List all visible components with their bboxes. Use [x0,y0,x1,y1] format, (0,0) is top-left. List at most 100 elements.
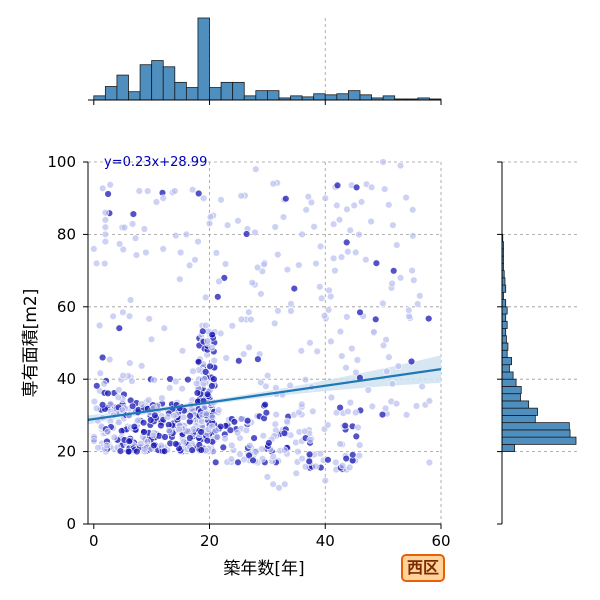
scatter-point [143,438,152,446]
x-hist-bar [232,81,245,101]
x-hist-bar [104,86,118,101]
scatter-point [272,410,280,419]
y-tick-label: 60 [57,298,76,316]
scatter-point [254,355,262,363]
y-hist-bar [501,313,507,322]
x-tick-label: 60 [431,532,450,550]
scatter-point [203,437,212,445]
scatter-point [125,437,133,445]
y-hist-bar [501,386,522,395]
scatter-point [171,187,179,195]
scatter-point [101,223,110,231]
scatter-point [147,416,155,424]
scatter-point [138,400,146,408]
y-hist-bar [501,371,514,380]
scatter-point [234,217,242,225]
scatter-point [240,455,248,464]
scatter-point [246,441,254,450]
axes [83,161,442,529]
scatter-point [396,161,405,170]
scatter-point [336,440,344,448]
scatter-point [409,206,417,214]
scatter-point [145,396,153,404]
scatter-point [324,421,332,429]
x-tick-label: 40 [316,532,335,550]
scatter-point [353,356,362,364]
scatter-point [269,453,277,461]
scatter-point [191,256,199,264]
scatter-point [316,450,325,458]
scatter-point [295,261,303,269]
scatter-point [188,405,196,413]
scatter-point [137,439,145,448]
scatter-point [230,418,239,426]
scatter-point [253,263,262,272]
scatter-point [186,434,194,442]
scatter-point [125,312,134,320]
scatter-point [104,389,112,397]
scatter-point [258,455,267,463]
scatter-point [304,193,312,201]
scatter-point [206,362,214,370]
scatter-point [128,402,137,410]
x-hist-bar [359,94,372,101]
scatter-point [336,403,344,412]
scatter-point [259,432,267,440]
scatter-point [297,347,305,355]
scatter-point [260,260,268,268]
scatter-point [92,404,101,412]
scatter-point [144,187,152,195]
scatter-point [221,435,229,443]
scatter-point [165,426,174,435]
scatter-point [275,484,283,492]
scatter-point [194,358,203,366]
scatter-point [208,344,216,352]
scatter-point [119,308,127,316]
scatter-point [245,451,253,460]
x-hist-bar [324,94,338,101]
x-hist-bar [313,93,326,101]
scatter-point [212,249,221,257]
scatter-point [346,226,354,235]
scatter-point [272,384,280,392]
scatter-point [357,198,366,206]
scatter-point [263,371,272,380]
scatter-point [425,314,433,323]
tick-labels: 0 20 40 60 0 20 40 60 80 100 [47,153,450,550]
scatter-point [368,402,376,411]
scatter-point [414,300,422,308]
scatter-point [140,428,148,436]
scatter-point [324,306,333,314]
scatter-point [336,327,345,336]
scatter-point [309,407,317,415]
y-hist-bar [501,422,570,431]
scatter-point [150,441,158,450]
scatter-point [325,286,333,295]
scatter-point [185,261,194,270]
scatter-point [287,300,295,308]
scatter-point [348,344,356,353]
scatter-point [98,401,107,409]
scatter-point [412,402,421,410]
y-tick-label: 20 [57,443,76,461]
scatter-point [214,293,222,301]
scatter-point [228,322,237,330]
regression-equation: y=0.23x+28.99 [104,155,207,170]
scatter-point [142,248,150,257]
scatter-point [271,319,279,328]
scatter-point [92,259,101,268]
y-hist-bar [501,407,538,416]
scatter-point [381,404,390,413]
scatter-point [242,426,251,434]
y-axis-label: 専有面積[m2] [21,289,41,398]
marginal-y-histogram [497,161,580,525]
scatter-point [258,445,266,453]
y-hist-bar [501,414,536,424]
scatter-point [338,352,346,360]
scatter-point [186,412,194,420]
y-hist-bar [501,378,517,387]
scatter-point [220,274,229,282]
scatter-point [252,165,260,173]
scatter-point [107,400,115,408]
scatter-point [208,330,216,339]
